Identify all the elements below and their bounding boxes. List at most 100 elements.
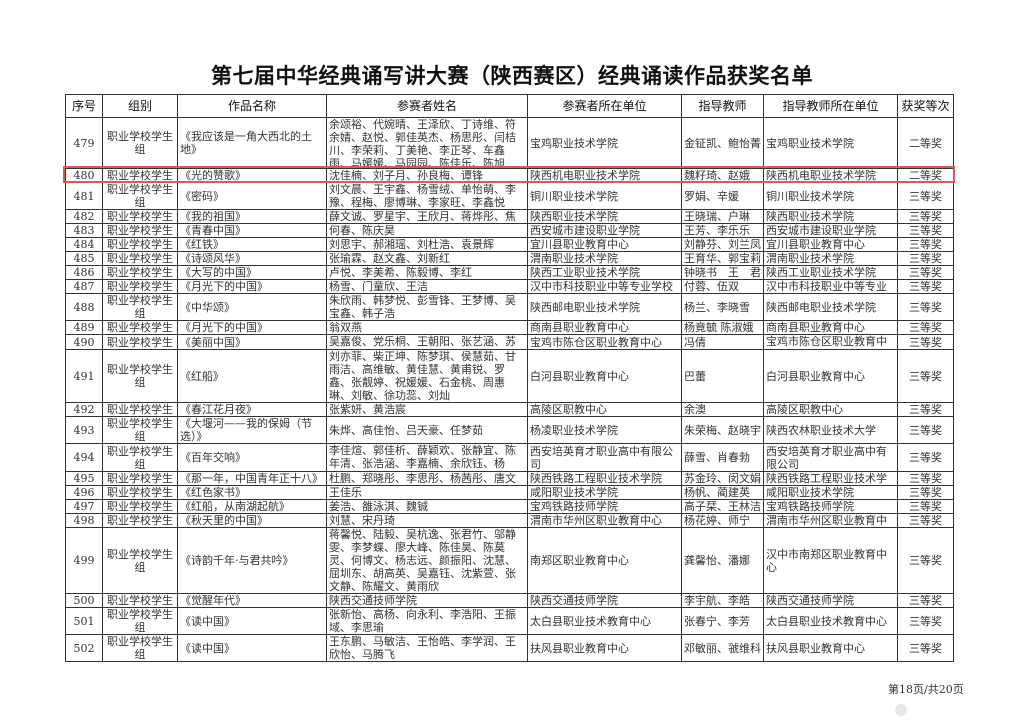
table-row: 492 职业学校学生 《春江花月夜》 张紫妍、黄浩宸 高陵区职教中心 余澳 高陵区职教中心 三… xyxy=(65,402,954,417)
work-text: 《光的赞歌》 xyxy=(180,169,246,182)
cell-names: 吴嘉俊、党乐桐、王朝阳、张艺涵、苏晨 xyxy=(326,334,528,350)
award-text: 三等奖 xyxy=(909,321,942,334)
group-text: 职业学校学生组 xyxy=(107,608,173,634)
header-col-seq: 序号 xyxy=(65,94,103,118)
teacher-text: 王育华、郭宝莉 xyxy=(684,252,761,265)
teacher-text: 张春宁、李芳 xyxy=(684,614,750,628)
cell-seq: 491 xyxy=(65,349,103,403)
cell-teacher: 苏金玲、闵文娟 xyxy=(681,471,764,486)
group-text: 职业学校学生组 xyxy=(107,547,173,574)
page-number: 第18页/共20页 xyxy=(888,683,964,696)
cell-award: 三等奖 xyxy=(897,223,954,238)
cell-work: 《秋天里的中国》 xyxy=(177,513,327,528)
unit-text: 南郑区职业教育中心 xyxy=(530,554,629,567)
cell-group: 职业学校学生组 xyxy=(102,117,178,169)
cell-unit: 太白县职业技术教育中心 xyxy=(527,607,682,635)
cell-names: 刘亦菲、柴正坤、陈梦琪、侯慧茹、甘雨洁、高维敏、黄佳慧、黄甫锐、罗鑫、张靓婷、祝… xyxy=(326,349,528,403)
cell-teacher: 付蓉、伍双 xyxy=(681,279,764,294)
work-text: 《读中国》 xyxy=(180,614,235,628)
table-row: 496 职业学校学生 《红色家书》 王佳乐 咸阳职业技术学院 杨帆、蔺建英 咸阳职业技术学院… xyxy=(65,485,954,500)
seq-text: 488 xyxy=(73,300,95,314)
cell-seq: 486 xyxy=(65,265,103,280)
cell-seq: 490 xyxy=(65,334,103,350)
cell-names: 王东鹏、马敏洁、王怡皓、李学润、王欣怡、马腾飞 xyxy=(326,634,528,662)
cell-teacher: 罗娟、辛媛 xyxy=(681,182,764,210)
table-row: 491 职业学校学生组 《红船》 刘亦菲、柴正坤、陈梦琪、侯慧茹、甘雨洁、高维敏、黄佳… xyxy=(65,349,954,403)
award-text: 三等奖 xyxy=(909,369,942,383)
cell-teacher: 杨帆、蔺建英 xyxy=(681,485,764,500)
cell-unit: 陕西邮电职业技术学院 xyxy=(527,293,682,321)
teacher-unit-text: 陕西职业技术学院 xyxy=(766,210,854,223)
cell-unit: 陕西铁路工程职业技术学院 xyxy=(527,471,682,486)
seq-text: 497 xyxy=(73,500,95,513)
cell-teacher-unit: 西安城市建设职业学院 xyxy=(763,223,898,238)
cell-teacher-unit: 铜川职业技术学院 xyxy=(763,182,898,210)
cell-unit: 铜川职业技术学院 xyxy=(527,182,682,210)
cell-award: 三等奖 xyxy=(897,320,954,335)
work-text: 《红铁》 xyxy=(180,238,224,251)
unit-text: 陕西职业技术学院 xyxy=(530,210,618,223)
seq-text: 500 xyxy=(73,594,95,607)
cell-group: 职业学校学生 xyxy=(102,265,178,280)
names-text: 蒋馨悦、陆毅、吴杭逸、张君竹、邬静雯、李梦蝶、廖大峰、陈佳昊、陈莫灵、何博文、杨… xyxy=(329,528,516,593)
unit-text: 渭南市华州区职业教育中心 xyxy=(530,514,662,527)
cell-unit: 白河县职业教育中心 xyxy=(527,349,682,403)
cell-teacher-unit: 宝鸡职业技术学院 xyxy=(763,117,898,169)
unit-text: 西安城市建设职业学院 xyxy=(530,224,640,237)
teacher-unit-text: 咸阳职业技术学院 xyxy=(766,486,854,499)
cell-group: 职业学校学生 xyxy=(102,223,178,238)
teacher-unit-text: 陕西交通技师学院 xyxy=(766,594,854,607)
group-text: 职业学校学生 xyxy=(107,472,173,485)
teacher-unit-text: 铜川职业技术学院 xyxy=(766,189,854,203)
cell-work: 《红铁》 xyxy=(177,237,327,252)
cell-group: 职业学校学生 xyxy=(102,485,178,500)
work-text: 《读中国》 xyxy=(180,641,235,655)
seq-text: 483 xyxy=(73,224,95,237)
names-text: 沈佳楠、刘子月、孙良梅、谭锋 xyxy=(329,169,483,182)
table-row: 502 职业学校学生组 《读中国》 王东鹏、马敏洁、王怡皓、李学润、王欣怡、马腾飞 扶风… xyxy=(65,634,954,662)
cell-teacher-unit: 陕西机电职业技术学院 xyxy=(763,168,898,183)
group-text: 职业学校学生 xyxy=(107,252,173,265)
award-text: 三等奖 xyxy=(909,614,942,628)
cell-seq: 497 xyxy=(65,499,103,514)
cell-teacher-unit: 汉中市科技职业中等专业学 xyxy=(763,279,898,294)
cell-seq: 493 xyxy=(65,416,103,444)
cell-teacher-unit: 咸阳职业技术学院 xyxy=(763,485,898,500)
header-col-teacher-unit: 指导教师所在单位 xyxy=(763,94,898,118)
seq-text: 495 xyxy=(73,472,95,485)
cell-seq: 499 xyxy=(65,527,103,594)
award-text: 三等奖 xyxy=(909,238,942,251)
names-text: 朱欣雨、韩梦悦、彭雪锋、王梦博、吴宝鑫、韩子浩 xyxy=(329,294,516,320)
names-text: 何春、陈庆昊 xyxy=(329,224,395,237)
teacher-unit-text: 西安城市建设职业学院 xyxy=(766,224,876,237)
teacher-text: 余澳 xyxy=(684,403,706,416)
teacher-text: 金钲凯、鲍怡菁 xyxy=(684,136,761,150)
work-text: 《大堰河——我的保姆（节选）》 xyxy=(180,417,312,443)
cell-work: 《春江花月夜》 xyxy=(177,402,327,417)
cell-names: 卢悦、李美希、陈毅博、李红 xyxy=(326,265,528,280)
cell-unit: 西安城市建设职业学院 xyxy=(527,223,682,238)
award-text: 三等奖 xyxy=(909,641,942,655)
award-text: 二等奖 xyxy=(909,169,942,182)
cell-unit: 陕西职业技术学院 xyxy=(527,209,682,224)
cell-seq: 481 xyxy=(65,182,103,210)
cell-work: 《大写的中国》 xyxy=(177,265,327,280)
work-text: 《诗颂风华》 xyxy=(180,252,246,265)
cell-teacher: 金钲凯、鲍怡菁 xyxy=(681,117,764,169)
cell-award: 三等奖 xyxy=(897,416,954,444)
cell-unit: 渭南市华州区职业教育中心 xyxy=(527,513,682,528)
cell-work: 《诗颂风华》 xyxy=(177,251,327,266)
cell-award: 三等奖 xyxy=(897,485,954,500)
cell-work: 《青春中国》 xyxy=(177,223,327,238)
watermark-icon xyxy=(895,704,907,716)
cell-group: 职业学校学生 xyxy=(102,499,178,514)
cell-award: 三等奖 xyxy=(897,499,954,514)
table-row: 494 职业学校学生组 《百年交响》 李佳煊、郭佳析、薛颖欢、张静宜、陈年清、张浩涵、… xyxy=(65,443,954,472)
cell-award: 三等奖 xyxy=(897,293,954,321)
cell-award: 三等奖 xyxy=(897,527,954,594)
page-title: 第七届中华经典诵写讲大赛（陕西赛区）经典诵读作品获奖名单 xyxy=(211,64,813,88)
work-text: 《红船》 xyxy=(180,369,224,383)
teacher-unit-text: 汉中市科技职业中等专业学 xyxy=(766,280,887,293)
unit-text: 商南县职业教育中心 xyxy=(530,321,629,334)
teacher-unit-text: 陕西农林职业技术大学 xyxy=(766,423,876,437)
